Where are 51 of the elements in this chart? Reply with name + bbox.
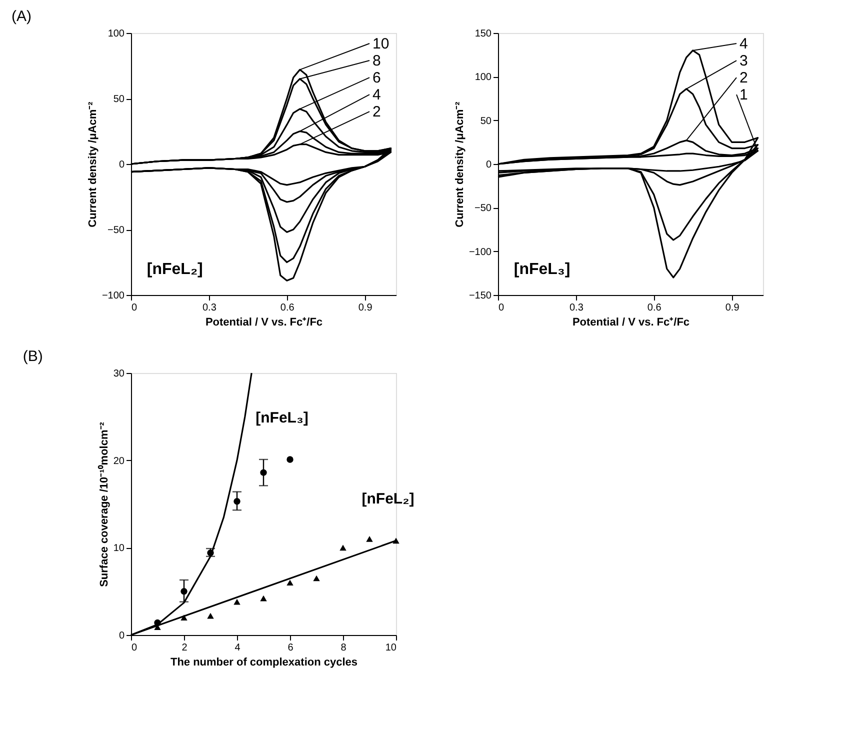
x-tick-label: 0.3 [569, 302, 584, 314]
y-tick-label: −50 [474, 203, 492, 214]
y-tick-label: 0 [486, 160, 492, 170]
y-tick-label: 0 [118, 630, 125, 642]
x-tick-label: 2 [182, 642, 188, 654]
text: 2 [372, 104, 381, 121]
x-tick-label: 0 [132, 302, 138, 314]
x-tick-label: 6 [288, 642, 294, 654]
annotation: [nFeL₂] [146, 260, 203, 278]
y-tick-label: 10 [113, 543, 125, 554]
y-tick-label: −150 [468, 290, 492, 302]
y-tick-label: −100 [468, 246, 492, 258]
y-axis-title: Surface coverage /10⁻¹⁰molcm⁻² [97, 422, 110, 587]
text: 4 [372, 86, 381, 104]
legend-label: 4 [740, 35, 748, 52]
y-tick-label: −100 [102, 290, 125, 302]
y-axis-title: Current density /μAcm⁻² [454, 101, 466, 228]
y-tick-label: 100 [474, 72, 492, 84]
x-tick-label: 0 [132, 642, 138, 654]
y-tick-label: −50 [108, 225, 125, 236]
x-tick-label: 0 [498, 302, 504, 314]
chart-title: (A) [11, 8, 32, 25]
x-axis-title: The number of complexation cycles [170, 656, 358, 668]
y-tick-label: 50 [113, 94, 125, 105]
x-tick-label: 0.3 [202, 302, 217, 314]
x-axis-title: Potential / V vs. Fc⁺/Fc [572, 316, 690, 328]
text: 2 [740, 70, 748, 87]
x-axis-title: Potential / V vs. Fc⁺/Fc [205, 316, 323, 328]
text: 6 [372, 70, 381, 87]
x-tick-label: 8 [340, 642, 347, 654]
y-axis-title: Current density /μAcm⁻² [86, 101, 99, 228]
series-label: [nFeL₂] [362, 490, 414, 508]
text: 10 [372, 35, 390, 52]
y-tick-label: 150 [474, 28, 492, 40]
y-tick-label: 100 [108, 28, 125, 40]
x-tick-label: 0.9 [725, 302, 740, 314]
legend-label: 8 [372, 52, 381, 70]
chart-title: (B) [22, 348, 43, 365]
x-tick-label: 0.6 [647, 302, 662, 314]
text: [nFeL₃] [256, 409, 308, 426]
y-tick-label: 50 [480, 116, 492, 127]
x-tick-label: 0.6 [280, 302, 295, 314]
x-tick-label: 10 [385, 642, 397, 654]
x-tick-label: 0.9 [358, 302, 373, 314]
y-tick-label: 0 [118, 160, 125, 170]
annotation: [nFeL₃] [514, 260, 570, 278]
text: 1 [740, 86, 748, 104]
x-tick-label: 4 [234, 642, 241, 654]
text: 3 [740, 52, 748, 70]
y-tick-label: 20 [113, 456, 125, 467]
y-tick-label: 30 [113, 368, 125, 380]
